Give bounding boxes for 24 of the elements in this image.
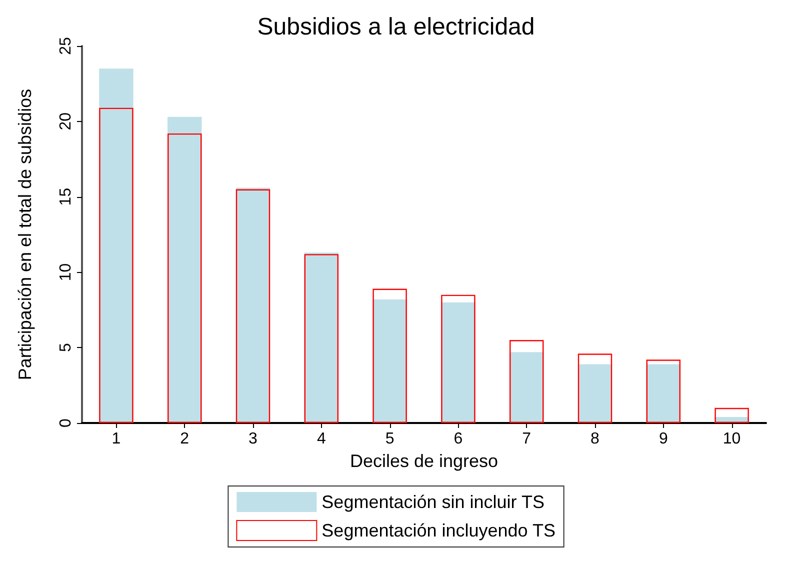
- y-tick-label: 5: [58, 343, 74, 352]
- x-tick-label: 8: [590, 430, 600, 448]
- y-axis-title: Participación en el total de subsidios: [15, 88, 35, 380]
- y-tick-label: 15: [58, 188, 74, 206]
- legend-label: Segmentación incluyendo TS: [322, 520, 556, 540]
- bar: [578, 364, 612, 423]
- x-axis-title: Deciles de ingreso: [350, 450, 498, 471]
- x-tick-label: 4: [316, 430, 326, 448]
- x-tick-label: 3: [248, 430, 258, 448]
- chart-title: Subsidios a la electricidad: [257, 14, 535, 40]
- bar: [714, 408, 749, 423]
- y-tick-label: 0: [58, 418, 74, 428]
- x-tick-label: 2: [180, 430, 190, 448]
- y-tick-label: 20: [58, 112, 74, 130]
- x-tick-label: 7: [522, 430, 532, 448]
- bar: [578, 354, 612, 423]
- x-tick-label: 6: [454, 430, 463, 448]
- legend-label: Segmentación sin incluir TS: [322, 492, 544, 512]
- y-tick-label: 25: [58, 37, 74, 55]
- x-tick-label: 9: [658, 430, 668, 448]
- y-tick-label: 10: [58, 263, 74, 282]
- x-tick-label: 5: [385, 430, 394, 448]
- x-tick-label: 1: [112, 430, 121, 448]
- x-tick-label: 10: [722, 430, 741, 448]
